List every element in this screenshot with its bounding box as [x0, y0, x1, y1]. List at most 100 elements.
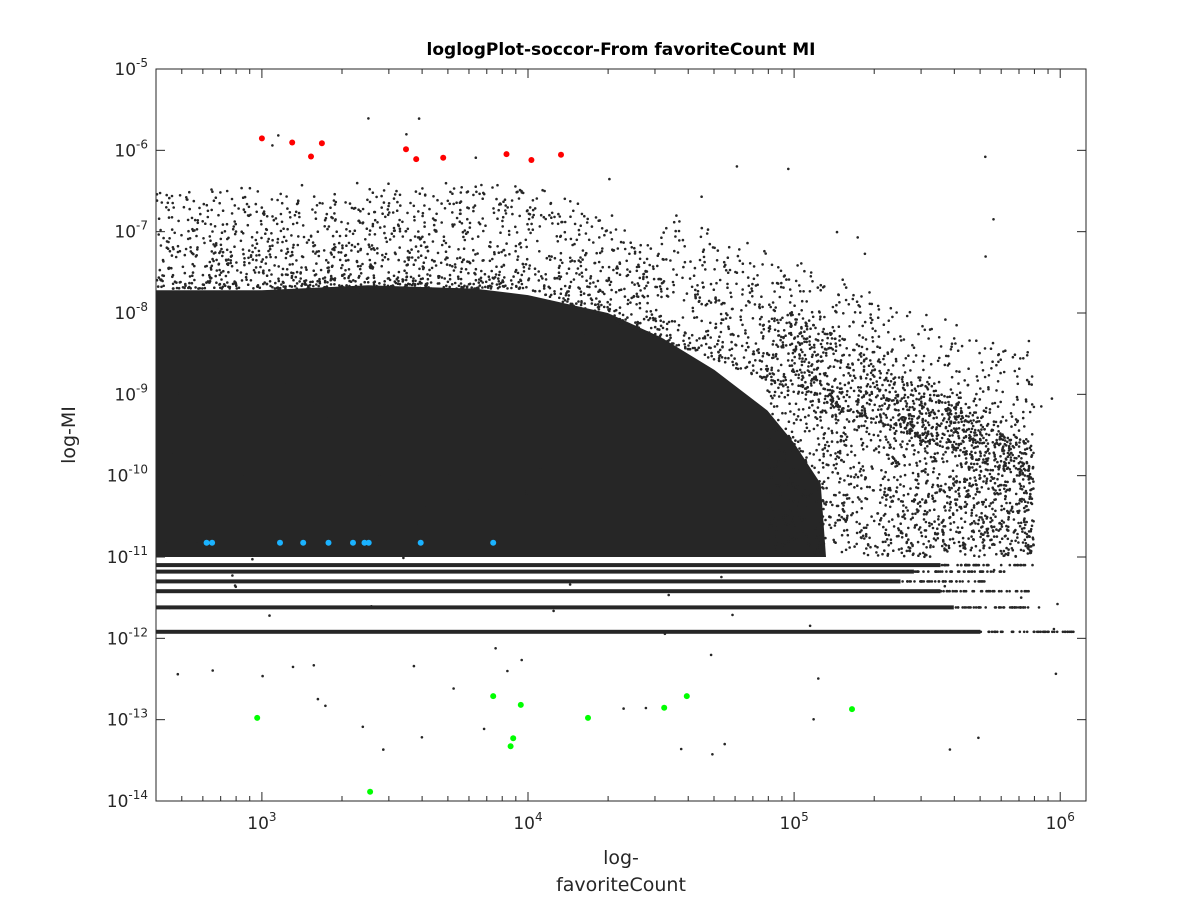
scatter-point	[607, 276, 611, 280]
scatter-point	[860, 487, 863, 490]
scatter-point	[1026, 440, 1030, 443]
scatter-point	[775, 405, 779, 408]
scatter-point	[277, 277, 280, 281]
scatter-point	[994, 606, 998, 609]
scatter-point	[887, 406, 890, 409]
scatter-point	[293, 213, 297, 217]
scatter-point	[937, 336, 941, 339]
scatter-point	[858, 353, 862, 356]
scatter-point	[923, 403, 927, 406]
scatter-point	[862, 552, 866, 555]
scatter-point	[933, 580, 937, 583]
scatter-point	[291, 222, 295, 226]
scatter-point	[862, 365, 866, 368]
scatter-point	[890, 399, 894, 402]
scatter-point	[183, 271, 187, 275]
scatter-point	[403, 285, 407, 289]
scatter-point	[960, 526, 964, 529]
scatter-point	[1026, 606, 1030, 609]
scatter-point	[853, 311, 857, 314]
scatter-point	[894, 408, 898, 412]
scatter-point	[911, 553, 915, 557]
scatter-point	[674, 235, 677, 238]
scatter-point	[1031, 466, 1035, 470]
scatter-point	[173, 231, 176, 235]
scatter-point	[1021, 606, 1025, 609]
scatter-point	[1011, 510, 1015, 513]
scatter-point	[993, 453, 996, 457]
scatter-point	[459, 208, 462, 212]
scatter-point	[806, 494, 810, 498]
scatter-point	[856, 484, 859, 488]
scatter-point	[301, 224, 305, 227]
scatter-point	[902, 485, 906, 488]
scatter-point	[859, 467, 863, 471]
scatter-point	[338, 284, 341, 287]
scatter-point	[769, 402, 773, 405]
scatter-point	[672, 220, 676, 224]
scatter-point	[326, 227, 329, 231]
scatter-point	[936, 527, 939, 530]
scatter-point	[666, 287, 669, 291]
scatter-point	[165, 193, 168, 197]
scatter-point	[869, 417, 873, 420]
scatter-point	[241, 232, 245, 235]
scatter-point	[576, 202, 580, 205]
scatter-point	[229, 261, 232, 265]
scatter-point	[260, 236, 263, 240]
highlight-point-0-6	[440, 154, 447, 161]
scatter-point	[271, 238, 274, 242]
scatter-point	[894, 359, 898, 363]
scatter-point	[371, 222, 375, 226]
scatter-point	[1001, 448, 1004, 452]
scatter-point	[933, 499, 937, 503]
scatter-point	[825, 354, 828, 357]
scatter-point	[787, 533, 791, 537]
scatter-point	[704, 342, 708, 346]
highlight-point-2-9	[849, 706, 855, 713]
scatter-point	[946, 589, 949, 593]
scatter-point	[724, 269, 728, 272]
scatter-point	[730, 347, 734, 351]
scatter-point	[844, 433, 847, 436]
scatter-point	[220, 287, 224, 290]
scatter-point	[832, 329, 836, 333]
scatter-point	[448, 285, 452, 289]
scatter-point	[350, 249, 353, 252]
scatter-point	[991, 441, 995, 444]
scatter-point	[504, 204, 508, 207]
scatter-point	[418, 267, 421, 271]
highlight-point-1-5	[350, 539, 356, 546]
scatter-point	[895, 311, 898, 314]
scatter-point	[781, 461, 785, 465]
scatter-point	[519, 246, 523, 249]
scatter-point	[864, 497, 867, 500]
scatter-point	[481, 259, 485, 262]
scatter-point	[459, 191, 463, 194]
scatter-point	[935, 416, 938, 419]
scatter-point	[897, 548, 901, 551]
scatter-point	[344, 201, 347, 204]
scatter-point	[508, 252, 511, 256]
scatter-point	[952, 448, 955, 451]
scatter-point	[682, 334, 686, 337]
scatter-point	[565, 292, 568, 295]
scatter-point	[787, 278, 791, 281]
scatter-point	[527, 217, 531, 221]
scatter-point	[886, 379, 890, 383]
scatter-point	[880, 397, 883, 401]
dense-band	[156, 563, 941, 568]
scatter-point	[264, 262, 268, 265]
scatter-point	[804, 495, 807, 498]
scatter-point	[482, 727, 486, 731]
scatter-point	[401, 220, 404, 224]
scatter-point	[869, 399, 873, 402]
scatter-point	[280, 220, 284, 224]
scatter-point	[943, 525, 947, 528]
scatter-point	[978, 529, 981, 533]
scatter-point	[764, 252, 767, 255]
scatter-point	[994, 630, 997, 634]
scatter-point	[782, 372, 786, 376]
scatter-point	[817, 541, 820, 545]
scatter-point	[714, 301, 717, 304]
